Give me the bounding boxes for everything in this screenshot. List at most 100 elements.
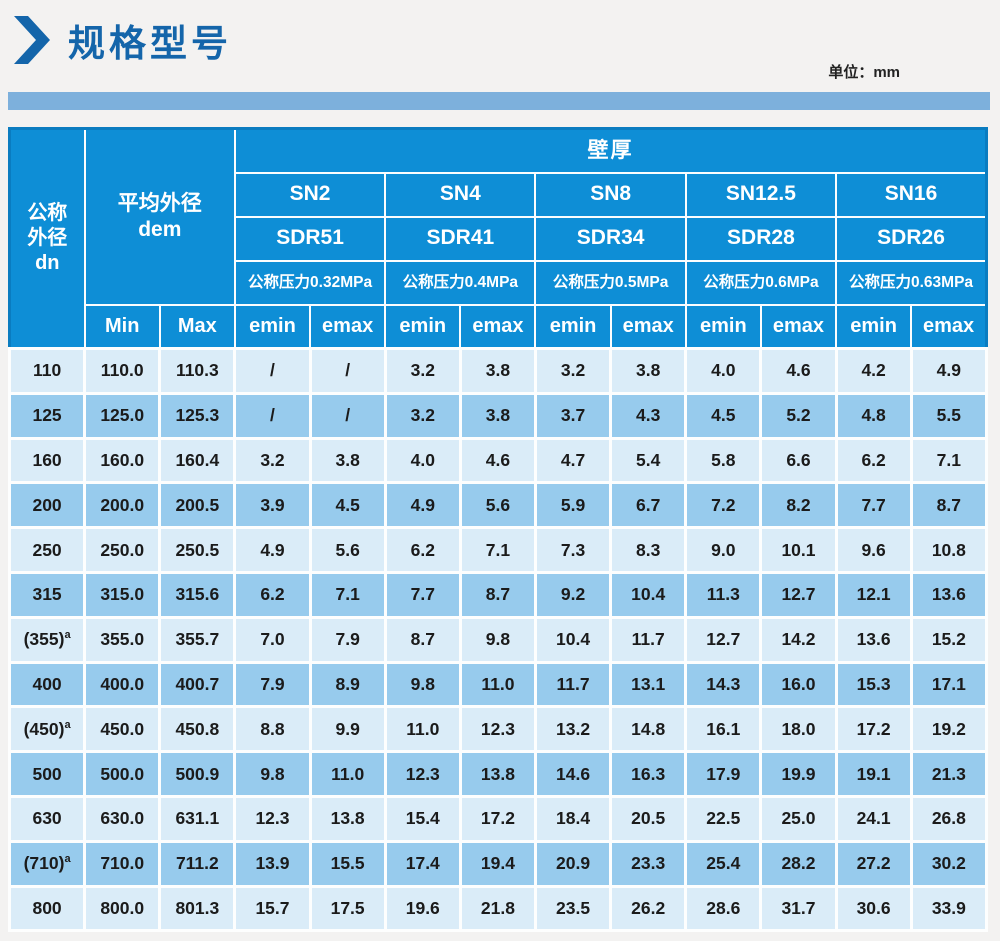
header-emax: emax: [609, 303, 687, 350]
cell-value: 20.9: [533, 839, 613, 888]
cell-value: /: [308, 391, 387, 440]
cell-dn: 630: [7, 794, 87, 843]
table-row: 315 315.0 315.6 6.2 7.1 7.7 8.7 9.2 10.4 11.3 12.7…: [7, 570, 989, 619]
cell-value: 8.3: [609, 526, 688, 574]
cell-value: 5.6: [458, 481, 537, 530]
header-emin: emin: [684, 303, 762, 350]
cell-value: 3.2: [233, 436, 312, 485]
cell-value: 400.7: [158, 660, 237, 709]
cell-value: 11.0: [308, 750, 387, 798]
cell-dn: 125: [7, 391, 87, 440]
table-row: (355)a 355.0 355.7 7.0 7.9 8.7 9.8 10.4 11.7 12.7…: [7, 615, 989, 664]
cell-value: 25.4: [684, 839, 763, 888]
cell-value: 355.7: [158, 615, 237, 664]
cell-value: 125.3: [158, 391, 237, 440]
cell-value: 500.0: [83, 750, 162, 798]
cell-value: 9.8: [233, 750, 312, 798]
cell-value: 19.2: [909, 705, 989, 754]
chevron-right-icon: [12, 16, 50, 64]
spec-table-head: 公称 外径 dn 平均外径 dem 壁厚 SN2 SN4 SN8 SN12.5 …: [8, 127, 988, 350]
cell-value: 19.1: [834, 750, 913, 798]
cell-value: 5.4: [609, 436, 688, 485]
cell-value: 17.4: [383, 839, 462, 888]
cell-value: 17.2: [458, 794, 537, 843]
cell-value: 8.9: [308, 660, 387, 709]
cell-value: 31.7: [759, 884, 838, 933]
cell-value: 8.2: [759, 481, 838, 530]
cell-value: 10.8: [909, 526, 989, 574]
cell-value: 18.0: [759, 705, 838, 754]
cell-value: 17.5: [308, 884, 387, 933]
table-row: 630 630.0 631.1 12.3 13.8 15.4 17.2 18.4 20.5 22.…: [7, 794, 989, 843]
header-sdr34: SDR34: [534, 215, 687, 262]
cell-value: 125.0: [83, 391, 162, 440]
cell-value: 450.0: [83, 705, 162, 754]
cell-value: 5.9: [533, 481, 613, 530]
cell-value: 7.1: [308, 570, 387, 619]
cell-value: 11.3: [684, 570, 763, 619]
cell-value: 12.3: [383, 750, 462, 798]
cell-value: 500.9: [158, 750, 237, 798]
cell-value: 160.4: [158, 436, 237, 485]
cell-value: 711.2: [158, 839, 237, 888]
cell-value: 30.6: [834, 884, 913, 933]
page-title: 规格型号: [68, 23, 232, 64]
cell-value: 14.2: [759, 615, 838, 664]
spec-table: 公称 外径 dn 平均外径 dem 壁厚 SN2 SN4 SN8 SN12.5 …: [7, 127, 989, 933]
table-row: (450)a 450.0 450.8 8.8 9.9 11.0 12.3 13.2 14.8 16…: [7, 705, 989, 754]
cell-value: 14.3: [684, 660, 763, 709]
header-emax: emax: [309, 303, 387, 350]
cell-value: 7.2: [684, 481, 763, 530]
cell-dn: 400: [7, 660, 87, 709]
table-row: 400 400.0 400.7 7.9 8.9 9.8 11.0 11.7 13.1 14.3 16…: [7, 660, 989, 709]
cell-value: 23.3: [609, 839, 688, 888]
cell-value: 11.7: [533, 660, 613, 709]
cell-value: 22.5: [684, 794, 763, 843]
cell-value: 21.3: [909, 750, 989, 798]
cell-value: 4.9: [383, 481, 462, 530]
cell-value: 9.6: [834, 526, 913, 574]
cell-value: 9.8: [458, 615, 537, 664]
cell-value: 200.0: [83, 481, 162, 530]
header-sdr26: SDR26: [835, 215, 988, 262]
cell-value: 7.0: [233, 615, 312, 664]
cell-value: 400.0: [83, 660, 162, 709]
cell-value: 15.5: [308, 839, 387, 888]
header-emax: emax: [910, 303, 988, 350]
cell-value: 4.5: [308, 481, 387, 530]
cell-value: 4.6: [759, 347, 838, 395]
header-emin: emin: [384, 303, 462, 350]
cell-value: 630.0: [83, 794, 162, 843]
cell-value: 15.2: [909, 615, 989, 664]
cell-value: 631.1: [158, 794, 237, 843]
header-sn16: SN16: [835, 171, 988, 218]
cell-value: 14.8: [609, 705, 688, 754]
cell-value: 11.0: [383, 705, 462, 754]
cell-value: 10.4: [533, 615, 613, 664]
header-pressure-5: 公称压力0.63MPa: [835, 259, 988, 306]
cell-value: 12.3: [233, 794, 312, 843]
cell-dn: 500: [7, 750, 87, 798]
cell-dn: (355)a: [7, 615, 87, 664]
header-pressure-3: 公称压力0.5MPa: [534, 259, 687, 306]
cell-value: 6.2: [233, 570, 312, 619]
header-pressure-4: 公称压力0.6MPa: [684, 259, 838, 306]
cell-value: 25.0: [759, 794, 838, 843]
cell-value: 33.9: [909, 884, 989, 933]
table-row: 160 160.0 160.4 3.2 3.8 4.0 4.6 4.7 5.4 5.8 6.6 6.2…: [7, 436, 989, 485]
cell-value: 9.2: [533, 570, 613, 619]
cell-value: 7.9: [308, 615, 387, 664]
cell-value: /: [233, 347, 312, 395]
cell-value: 3.7: [533, 391, 613, 440]
header-min: Min: [83, 303, 161, 350]
cell-value: 801.3: [158, 884, 237, 933]
cell-dn: 800: [7, 884, 87, 933]
cell-value: 9.8: [383, 660, 462, 709]
cell-dn: 200: [7, 481, 87, 530]
cell-value: 4.9: [233, 526, 312, 574]
cell-value: 200.5: [158, 481, 237, 530]
cell-value: 4.0: [684, 347, 763, 395]
cell-value: 4.0: [383, 436, 462, 485]
cell-dn: 110: [7, 347, 87, 395]
